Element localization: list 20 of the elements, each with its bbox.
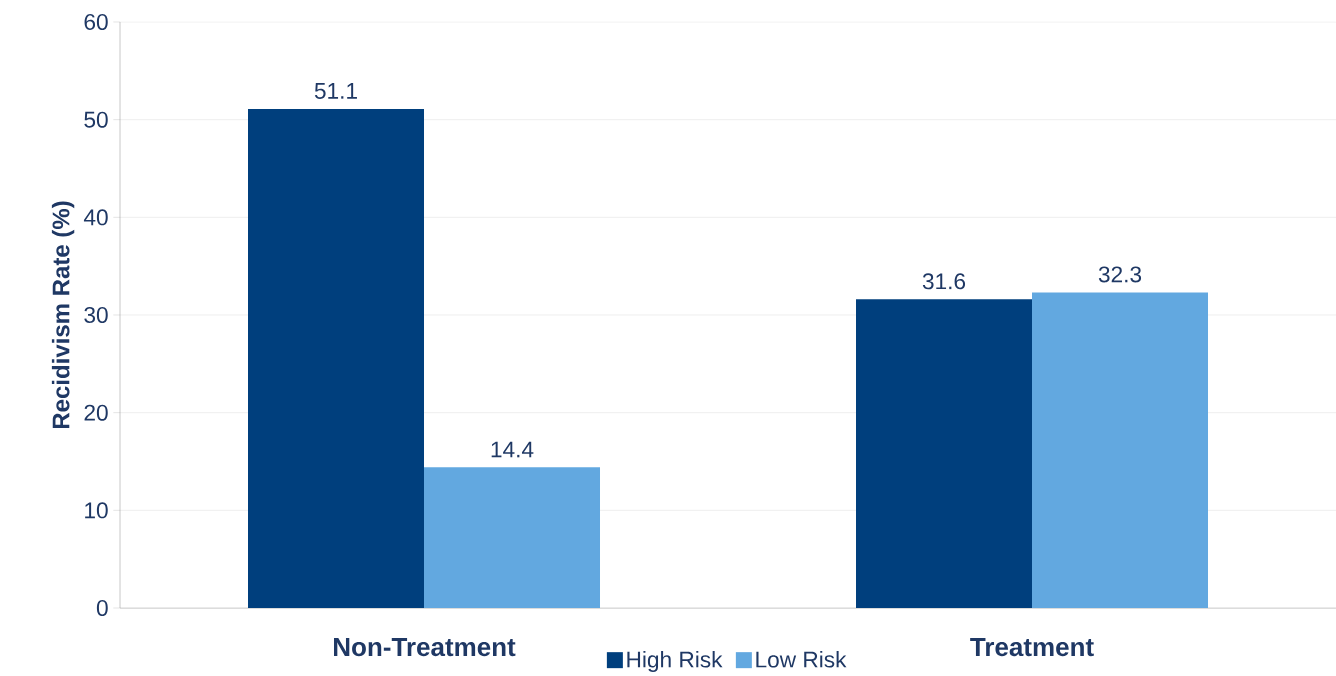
data-label: 51.1	[314, 83, 357, 99]
y-tick-label: 40	[83, 209, 108, 226]
bar	[1032, 292, 1209, 608]
y-tick-label: 50	[84, 111, 108, 128]
y-axis-title: Recidivism Rate (%)	[51, 201, 75, 429]
data-label: 14.4	[491, 441, 534, 458]
y-tick-label: 60	[84, 13, 108, 31]
x-tick-label: Treatment	[970, 638, 1094, 657]
y-tick-label: 0	[96, 599, 108, 617]
bar	[248, 108, 425, 608]
y-tick-label: 20	[84, 404, 108, 421]
bar	[424, 467, 601, 608]
data-label: 31.6	[922, 273, 966, 290]
data-label: 32.3	[1098, 266, 1142, 283]
legend-label: High Risk	[627, 650, 723, 673]
legend-label: Low Risk	[756, 650, 847, 668]
y-tick-label: 10	[85, 502, 108, 519]
y-tick-label: 30	[84, 306, 108, 324]
x-tick-label: Non-Treatment	[334, 638, 516, 657]
bar	[856, 299, 1033, 608]
